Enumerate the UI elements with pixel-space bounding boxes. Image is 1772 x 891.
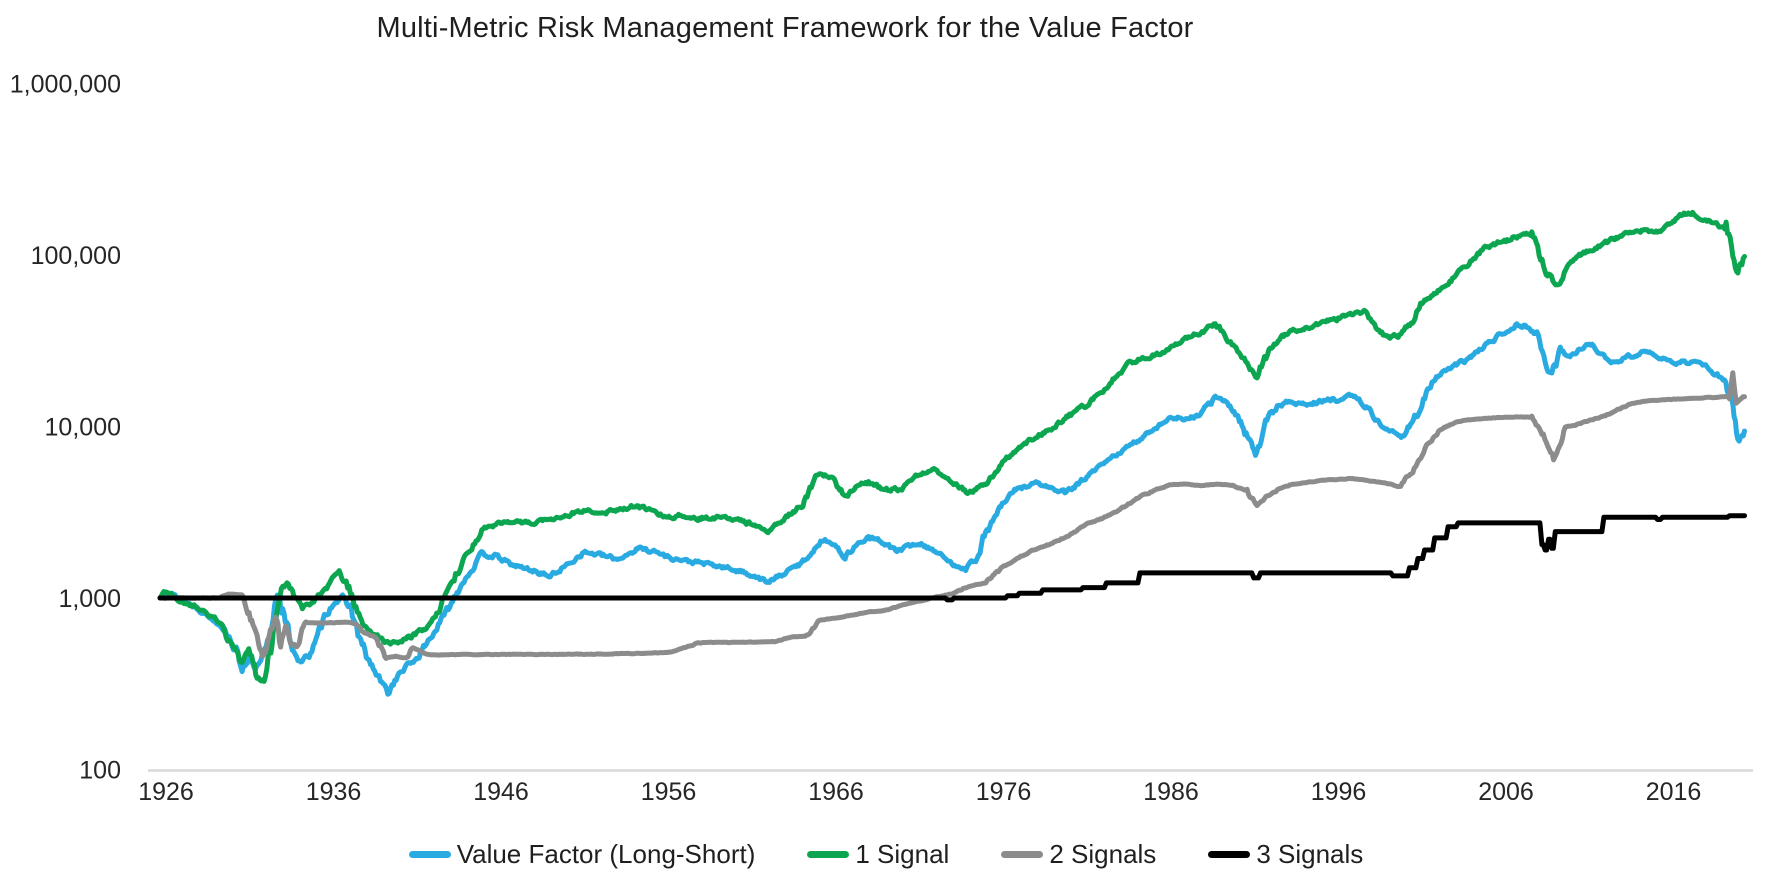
legend-label: 3 Signals — [1256, 839, 1364, 869]
legend-marker-1-signal — [807, 851, 850, 858]
series-line-3-signals — [157, 513, 1747, 603]
legend-item-2-signals: 2 Signals — [1001, 839, 1156, 870]
chart-legend: Value Factor (Long-Short) 1 Signal 2 Signa… — [0, 839, 1772, 870]
legend-item-value-factor-long-short: Value Factor (Long-Short) — [408, 839, 756, 870]
y-axis-tick-label: 100 — [79, 757, 121, 785]
legend-label: 1 Signal — [855, 839, 950, 869]
legend-marker-value-factor-long-short — [408, 851, 451, 858]
x-axis-tick-label: 1966 — [808, 778, 864, 806]
y-axis-tick-label: 1,000,000 — [10, 71, 121, 99]
series-line-1-signal — [157, 209, 1747, 684]
x-axis-tick-label: 1976 — [976, 778, 1032, 806]
series-line-value-factor-long-short — [157, 321, 1747, 697]
x-axis-tick-label: 2006 — [1478, 778, 1534, 806]
series-line-2-signals — [157, 370, 1747, 661]
y-axis-tick-label: 10,000 — [45, 414, 121, 442]
legend-label: Value Factor (Long-Short) — [456, 839, 756, 869]
x-axis-tick-label: 1926 — [138, 778, 194, 806]
legend-marker-3-signals — [1208, 851, 1251, 858]
x-axis-tick-label: 1986 — [1143, 778, 1199, 806]
legend-item-3-signals: 3 Signals — [1208, 839, 1363, 870]
x-axis-tick-label: 2016 — [1646, 778, 1702, 806]
x-axis-tick-label: 1936 — [306, 778, 362, 806]
x-axis-tick-label: 1956 — [641, 778, 697, 806]
chart-title: Multi-Metric Risk Management Framework f… — [376, 12, 1194, 44]
legend-label: 2 Signals — [1049, 839, 1157, 869]
y-axis-tick-label: 100,000 — [31, 242, 121, 270]
x-axis-tick-label: 1996 — [1311, 778, 1367, 806]
legend-marker-2-signals — [1001, 851, 1044, 858]
x-axis-tick-label: 1946 — [473, 778, 529, 806]
legend-item-1-signal: 1 Signal — [807, 839, 949, 870]
y-axis-tick-label: 1,000 — [58, 585, 121, 613]
